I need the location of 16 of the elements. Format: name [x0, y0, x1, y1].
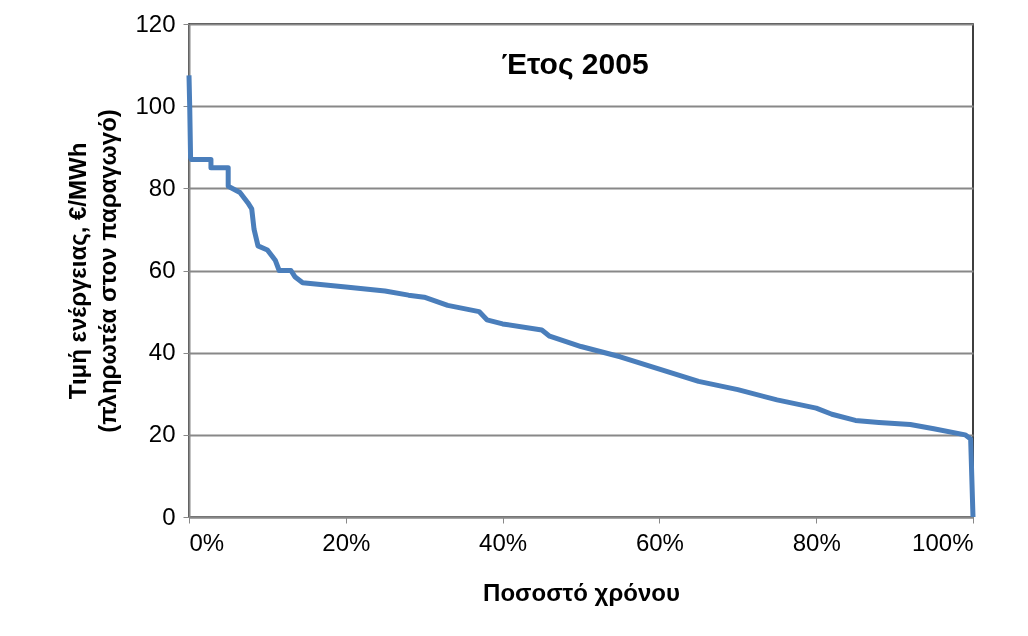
y-tick-label: 0 — [162, 502, 176, 530]
x-tick-label: 20% — [322, 528, 371, 556]
text: Έτος 2005 — [501, 47, 649, 80]
x-tick-label: 100% — [912, 528, 974, 556]
x-axis-title: Ποσοστό χρόνου — [483, 578, 680, 606]
x-tick-label: 80% — [792, 528, 841, 556]
y-tick-label: 60 — [148, 256, 176, 283]
y-tick-label: 100 — [135, 91, 176, 119]
y-tick-label: 20 — [148, 420, 176, 448]
x-tick-label: 60% — [635, 528, 684, 556]
y-axis-title: Τιμή ενέργειας, €/MWh (πληρωτέα στον παραγωγό) — [64, 109, 122, 433]
x-tick-label: 40% — [479, 528, 528, 556]
y-tick-label: 120 — [135, 9, 176, 37]
y-tick-label: 40 — [148, 338, 176, 366]
x-tick-label: 0% — [189, 528, 225, 556]
y-tick-label: 80 — [148, 173, 176, 201]
